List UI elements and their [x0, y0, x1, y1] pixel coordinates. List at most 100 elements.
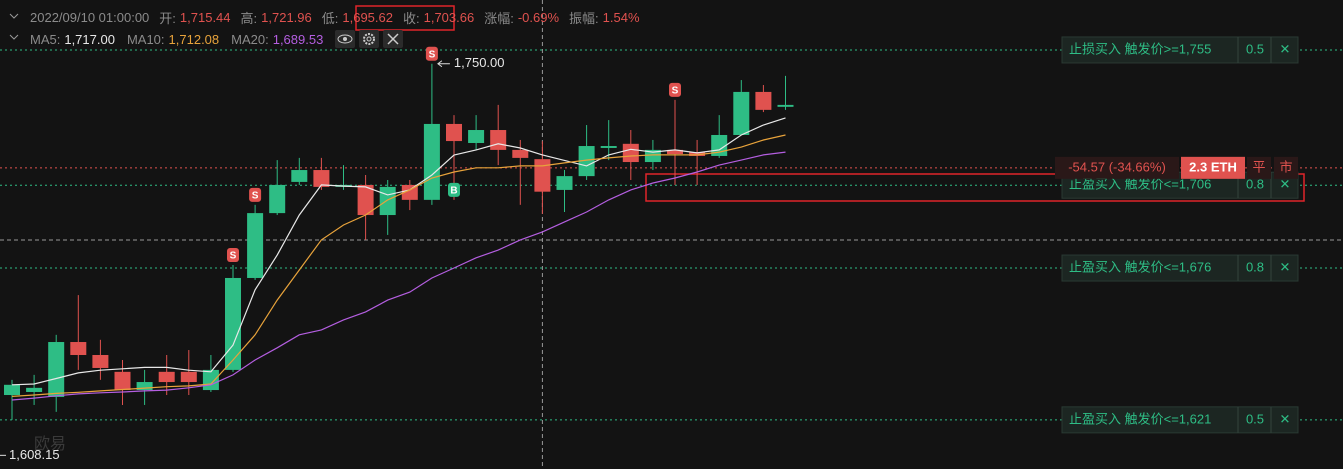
change-value: -0.69% [517, 10, 560, 25]
signal-badge [448, 182, 460, 197]
order-label: 止盈买入 触发价<=1,706 [1069, 177, 1211, 192]
order-cancel[interactable]: ✕ [1280, 259, 1291, 274]
min-label: 1,608.15 [9, 447, 60, 462]
signal-label: S [672, 86, 679, 97]
order-cancel[interactable]: ✕ [1280, 411, 1291, 426]
ma-value: 1,717.00 [64, 31, 115, 47]
order-box [1061, 254, 1299, 282]
order-qty: 0.8 [1246, 259, 1264, 274]
change-label: 涨幅: [484, 11, 514, 26]
order-box [1061, 406, 1299, 434]
close-value: 1,703.66 [423, 10, 475, 25]
signal-badge [425, 46, 438, 61]
candle-body [202, 369, 219, 391]
order-label: 止盈买入 触发价<=1,621 [1069, 411, 1211, 426]
close-icon[interactable] [383, 30, 404, 48]
low-value: 1,695.62 [342, 10, 393, 25]
settings-icon[interactable] [359, 30, 380, 48]
order-cancel[interactable]: ✕ [1280, 177, 1291, 192]
datetime: 2022/09/10 01:00:00 [30, 10, 150, 25]
ma-value: 1,712.08 [168, 31, 220, 47]
candle-body [468, 130, 485, 143]
candle-body [225, 277, 241, 370]
candle-body [114, 371, 131, 391]
signal-badge [669, 82, 681, 97]
order-qty: 0.5 [1246, 411, 1264, 426]
ma-name: MA10: [126, 31, 165, 47]
eye-icon-glyph [337, 34, 353, 44]
highlight-box [645, 173, 1305, 202]
ma-line [11, 151, 786, 401]
ohlc-row: 2022/09/10 01:00:00 开: 1,715.44 高: 1,721.9… [30, 8, 646, 27]
close-label: 收: [402, 11, 420, 26]
candle-body [733, 91, 750, 135]
candle-body [755, 91, 772, 110]
ma-value: 1,689.53 [272, 31, 324, 47]
candle-body [26, 387, 43, 392]
highlight-box [355, 5, 455, 31]
candle-body [401, 184, 418, 200]
close-box[interactable] [1247, 156, 1271, 179]
close-button[interactable]: 平 [1252, 159, 1265, 174]
pnl: -54.57 (-34.66%) [1068, 159, 1166, 174]
candle-body [247, 213, 264, 278]
candle-body [136, 382, 153, 391]
signal-label: B [450, 185, 457, 196]
amplitude-label: 振幅: [569, 11, 599, 26]
signal-badge [249, 187, 262, 202]
signal-label: S [429, 49, 436, 60]
candle-body [689, 152, 706, 156]
candle-body [622, 143, 639, 163]
open-value: 1,715.44 [179, 10, 231, 25]
signal-badge [227, 248, 239, 263]
candle-body [291, 170, 308, 182]
candle-body [446, 123, 462, 142]
collapse-icon[interactable] [9, 13, 19, 19]
candle-body [180, 371, 197, 383]
low-label: 低: [321, 11, 339, 26]
close-icon-glyph [387, 33, 399, 45]
candle-body [379, 186, 396, 216]
ma-legend: MA5: 1,717.00 MA10: 1,712.08 MA20: 1,689.53 [30, 30, 404, 48]
eye-icon[interactable] [335, 30, 356, 48]
candle-body [158, 371, 175, 383]
order-label: 止盈买入 触发价<=1,676 [1069, 259, 1211, 274]
collapse-icon[interactable] [9, 34, 19, 40]
candle-body [48, 342, 65, 397]
settings-icon-glyph [363, 33, 376, 45]
high-label: 高: [240, 11, 258, 26]
candle-body [269, 184, 286, 214]
candle-body [70, 342, 87, 355]
candle-body [490, 130, 507, 150]
market-box[interactable] [1274, 156, 1298, 179]
candle-body [556, 176, 573, 190]
ma-line [11, 117, 786, 386]
candle-body [534, 159, 551, 192]
candle-body [644, 149, 661, 163]
candle-body [512, 149, 529, 158]
pnl-box [1055, 156, 1179, 179]
candle-body [578, 146, 595, 177]
candle-body [667, 149, 683, 155]
ma-name: MA5: [30, 31, 61, 47]
candle-body [357, 184, 374, 216]
order-cancel[interactable]: ✕ [1280, 41, 1291, 56]
candle-body [313, 170, 330, 187]
market-button[interactable]: 市 [1279, 159, 1292, 174]
signal-label: S [230, 251, 237, 262]
amplitude-value: 1.54% [602, 10, 640, 25]
signal-label: S [252, 190, 259, 201]
candle-body [600, 146, 617, 148]
max-label: 1,750.00 [454, 55, 505, 70]
ma-name: MA20: [231, 31, 269, 47]
order-label: 止损买入 触发价>=1,755 [1069, 41, 1211, 56]
candle-body [777, 104, 794, 107]
size-box [1181, 156, 1245, 179]
max-arrow [437, 60, 450, 68]
order-qty: 0.8 [1246, 177, 1264, 192]
size: 2.3 ETH [1189, 159, 1237, 174]
order-qty: 0.5 [1246, 41, 1264, 56]
order-box [1061, 36, 1299, 64]
ma-line [11, 134, 786, 397]
